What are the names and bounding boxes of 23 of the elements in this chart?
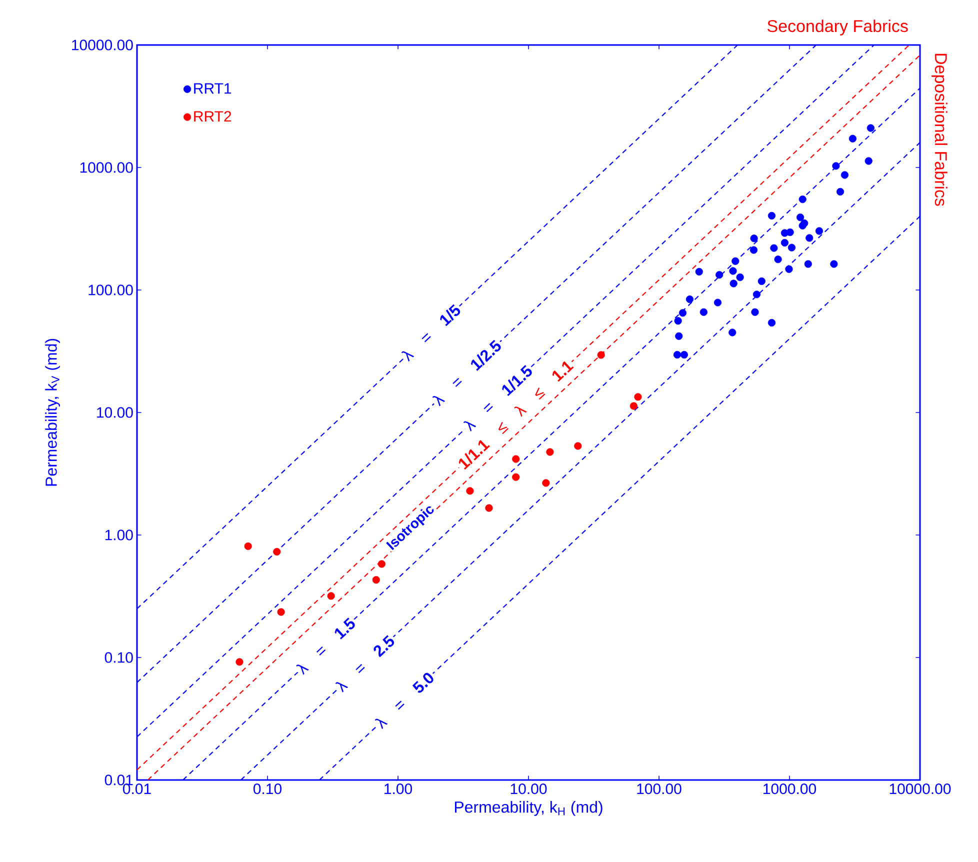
y-axis-title: Permeability, k$_{V}$ (md) [45, 338, 60, 486]
x-tick-label: 0.01 [122, 784, 151, 794]
x-tick-label: 10000.00 [890, 784, 951, 794]
text: Depositional Fabrics [932, 54, 948, 206]
y-tick-label: 0.01 [104, 774, 133, 786]
x-tick-label: 0.10 [253, 784, 282, 794]
y-tick-label: 10.00 [97, 407, 133, 418]
y-tick-label: 0.10 [104, 652, 133, 663]
y-tick-label: 100.00 [88, 284, 133, 296]
x-axis-title: Permeability, k$_{H}$ (md) [454, 801, 602, 816]
text: Secondary Fabrics [768, 20, 908, 36]
y-tick-label: 10000.00 [72, 40, 133, 50]
x-tick-label: 1000.00 [764, 784, 816, 794]
x-tick-label: 10.00 [510, 784, 547, 794]
legend-label: RRT1 [194, 83, 232, 94]
x-tick-label: 1.00 [384, 784, 412, 794]
text: λ = 1/5 [401, 304, 460, 362]
y-tick-label: 1000.00 [80, 162, 133, 173]
y-tick-label: 1.00 [105, 530, 133, 540]
x-tick-label: 100.00 [637, 784, 682, 794]
legend-label: RRT2 [194, 111, 232, 122]
text: λ = 5.0 [374, 672, 434, 730]
text: λ = 1.5 [296, 618, 355, 675]
